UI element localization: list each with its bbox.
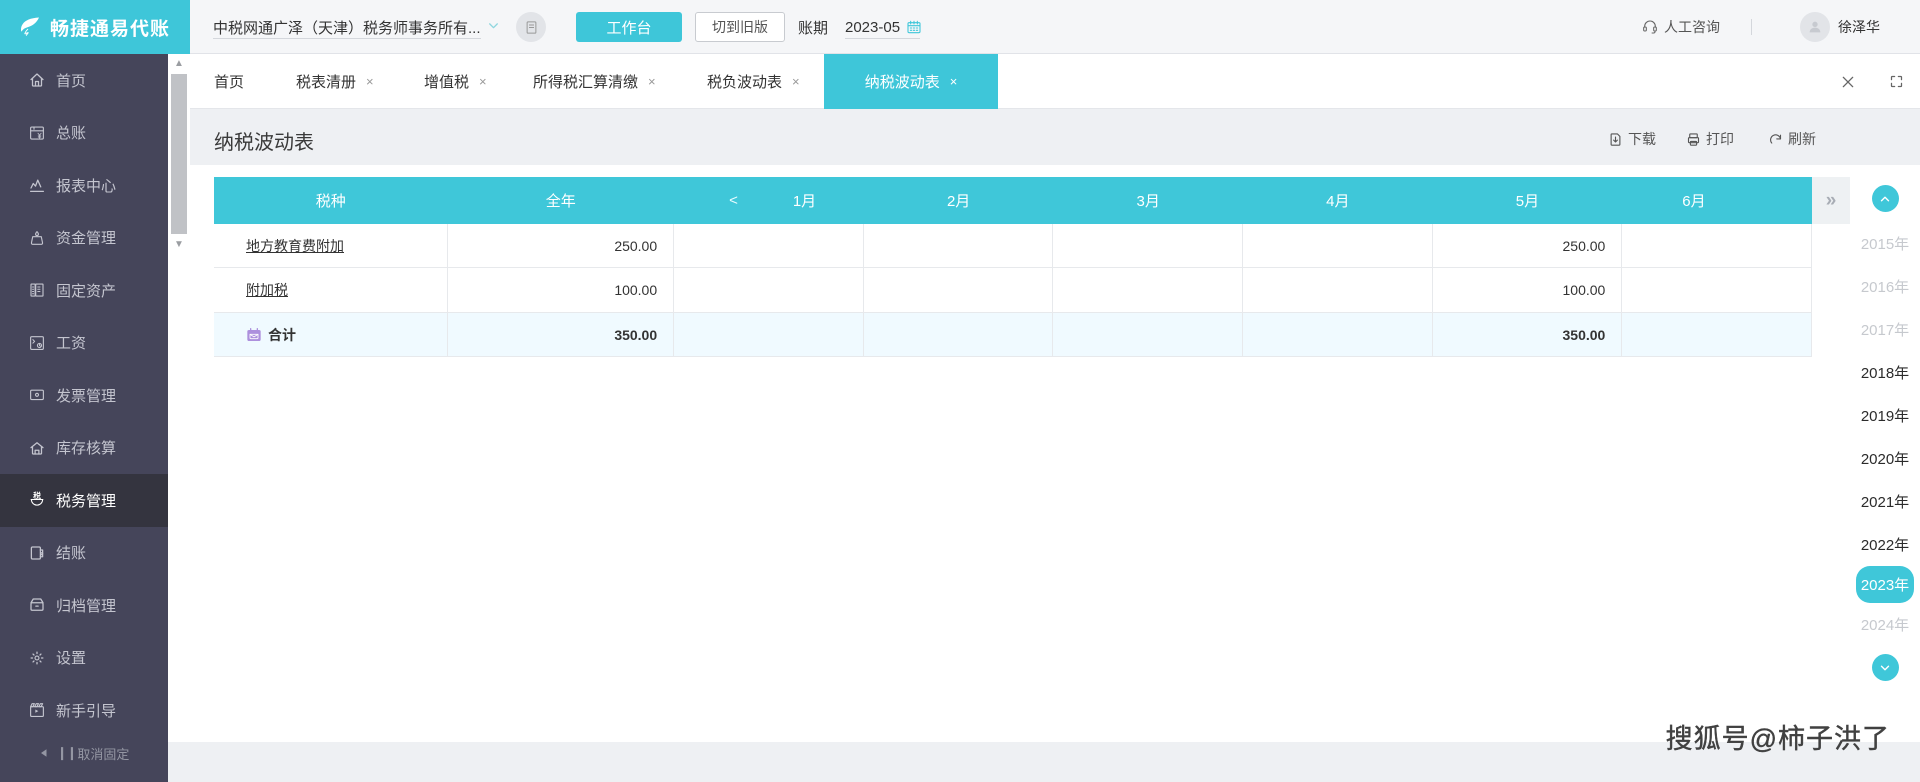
svg-text:税: 税 [33, 491, 41, 502]
